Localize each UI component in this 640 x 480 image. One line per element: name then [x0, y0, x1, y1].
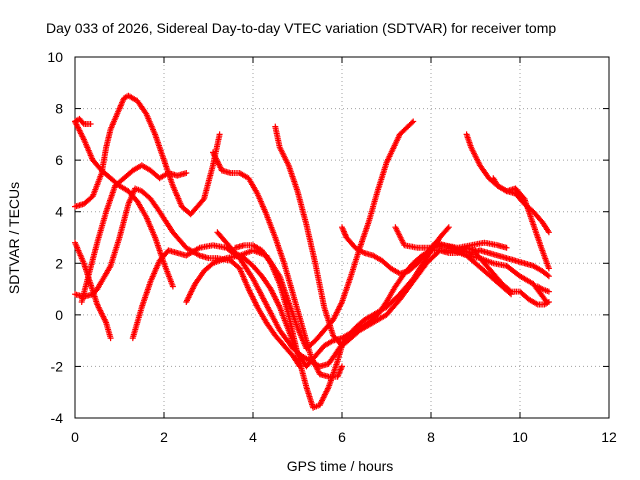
- y-axis-label: SDTVAR / TECUs: [6, 182, 22, 294]
- axes: 0 2 4 6 8 10 12 -4 -2 0 2 4 6 8 10: [47, 49, 617, 445]
- y-tick-label: 4: [55, 204, 63, 220]
- series-s14: [392, 224, 510, 251]
- y-tick-label: 8: [55, 101, 63, 117]
- series-s18: [454, 247, 515, 298]
- x-tick-label: 12: [601, 429, 617, 445]
- series-s15: [463, 131, 552, 236]
- x-axis-label: GPS time / hours: [287, 458, 394, 474]
- data-point-markers: [210, 149, 345, 380]
- data-point-markers: [534, 283, 552, 295]
- data-point-markers: [490, 175, 552, 272]
- x-tick-label: 0: [71, 429, 79, 445]
- series-s5: [72, 118, 176, 290]
- y-tick-label: 10: [47, 49, 63, 65]
- x-tick-label: 6: [338, 429, 346, 445]
- data-point-markers: [72, 118, 176, 290]
- data-point-markers: [392, 224, 510, 251]
- data-point-markers: [78, 162, 190, 305]
- y-tick-label: -4: [51, 410, 64, 426]
- data-point-markers: [454, 247, 515, 298]
- data-point-markers: [72, 92, 223, 218]
- series-s11: [232, 242, 345, 411]
- y-tick-label: 6: [55, 152, 63, 168]
- x-tick-label: 4: [249, 429, 257, 445]
- x-tick-label: 8: [427, 429, 435, 445]
- series-s16: [490, 175, 552, 272]
- y-tick-label: 0: [55, 307, 63, 323]
- y-tick-label: 2: [55, 255, 63, 271]
- series-s19: [534, 283, 552, 295]
- series-s6: [78, 162, 190, 305]
- chart-title: Day 033 of 2026, Sidereal Day-to-day VTE…: [46, 20, 556, 36]
- y-tick-label: -2: [51, 358, 64, 374]
- series-s9: [210, 149, 345, 380]
- data-point-markers: [463, 131, 552, 236]
- x-tick-label: 10: [512, 429, 528, 445]
- x-tick-label: 2: [160, 429, 168, 445]
- data-points: [72, 92, 552, 411]
- series-s4: [72, 92, 223, 218]
- data-point-markers: [232, 242, 345, 411]
